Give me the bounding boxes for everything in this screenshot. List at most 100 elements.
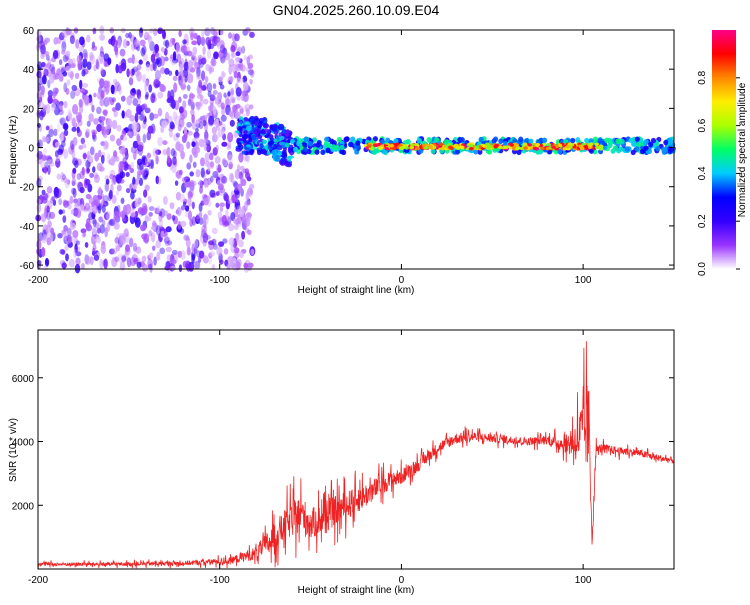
spectrogram-cell — [247, 69, 254, 76]
spectrogram-cell — [325, 147, 331, 153]
spectrogram-cell — [243, 104, 248, 113]
spectrogram-cell — [175, 42, 180, 53]
spectrogram-cell — [668, 139, 674, 145]
spectrogram-cell — [217, 92, 223, 102]
spectrogram-cell — [143, 233, 150, 244]
spectrogram-cell — [546, 142, 552, 147]
spectrogram-cell — [161, 120, 168, 129]
figure-title: GN04.2025.260.10.09.E04 — [273, 2, 440, 18]
spectrogram-cell — [91, 239, 97, 245]
spectrogram-cell — [643, 138, 649, 145]
spectrogram-cell — [203, 138, 209, 144]
spectrogram-cell — [179, 63, 184, 73]
spectrogram-cell — [51, 195, 55, 202]
spectrogram-cell — [79, 87, 86, 94]
spectrogram-cell — [214, 156, 221, 164]
spectrogram-cell — [135, 89, 141, 96]
spectrogram-cell — [126, 68, 130, 78]
spectrogram-cell — [109, 218, 116, 227]
spectrogram-cell — [178, 79, 183, 87]
spectrogram-cell — [235, 147, 242, 152]
spectrogram-cell — [169, 121, 175, 130]
spectrogram-cell — [122, 157, 127, 165]
spectrogram-cell — [100, 244, 107, 255]
spectrogram-cell — [243, 262, 249, 269]
spectrogram-cell — [203, 197, 209, 206]
spectrogram-cell — [209, 192, 214, 199]
spectrogram-cell — [196, 36, 203, 42]
spectrogram-cell — [227, 132, 234, 143]
spectrogram-cell — [138, 141, 144, 151]
spectrogram-cell — [128, 237, 134, 248]
spectrogram-cell — [238, 250, 244, 259]
spectrogram-cell — [204, 214, 209, 225]
spectrogram-cell — [204, 27, 211, 37]
spectrogram-cell — [122, 38, 128, 49]
spectrogram-cell — [84, 95, 90, 106]
spectrogram-cell — [155, 149, 162, 155]
spectrogram-cell — [355, 140, 361, 146]
spectrogram-cell — [191, 121, 197, 131]
spectrogram-cell — [69, 70, 74, 81]
spectrogram-cell — [473, 148, 479, 155]
x-tick-label: -100 — [210, 275, 230, 286]
spectrogram-cell — [202, 255, 209, 263]
spectrogram-cell — [154, 207, 160, 215]
spectrogram-cell — [63, 225, 68, 232]
spectrogram-cell — [264, 134, 269, 139]
spectrogram-cell — [227, 76, 233, 85]
spectrogram-cell — [154, 80, 161, 88]
spectrogram-cell — [52, 49, 59, 59]
spectrogram-cell — [206, 82, 213, 93]
spectrogram-cell — [636, 141, 642, 148]
spectrogram-cell — [72, 187, 77, 199]
spectrogram-cell — [59, 248, 66, 255]
spectrogram-cell — [619, 138, 625, 145]
spectrogram-cell — [186, 141, 191, 149]
spectrogram-cell — [320, 149, 326, 156]
spectrogram-cell — [111, 107, 117, 112]
spectrogram-cell — [136, 170, 143, 176]
spectrogram-cell — [68, 237, 72, 244]
spectrogram-cell — [69, 195, 74, 205]
spectrogram-cell — [195, 127, 199, 133]
spectrogram-cell — [261, 148, 266, 154]
spectrogram-cell — [74, 203, 80, 209]
spectrogram-cell — [162, 140, 168, 146]
spectrogram-cell — [172, 156, 177, 166]
spectrogram-cell — [281, 130, 286, 134]
spectrogram-cell — [230, 173, 234, 184]
spectrogram-cell — [114, 46, 119, 56]
spectrogram-cell — [131, 68, 135, 76]
spectrogram-cell — [89, 146, 95, 156]
spectrogram-cell — [415, 146, 421, 151]
spectrogram-cell — [219, 259, 224, 265]
spectrogram-cell — [233, 70, 238, 79]
spectrogram-cell — [150, 225, 156, 231]
spectrogram-cell — [156, 251, 161, 261]
spectrogram-cell — [190, 32, 194, 41]
y-tick-label: -60 — [20, 261, 35, 272]
spectrogram-cell — [214, 133, 221, 140]
y-tick-label: -40 — [20, 222, 35, 233]
spectrogram-cell — [194, 61, 201, 70]
spectrogram-cell — [246, 214, 252, 222]
spectrogram-cell — [179, 193, 186, 203]
spectrogram-cell — [238, 152, 244, 163]
spectrogram-cell — [389, 144, 395, 148]
spectrogram-cell — [217, 29, 224, 36]
spectrogram-cell — [36, 239, 42, 250]
spectrogram-cell — [58, 198, 63, 206]
spectrogram-cell — [212, 83, 217, 90]
spectrogram-cell — [142, 53, 148, 62]
spectrogram-cell — [131, 88, 136, 94]
spectrogram-cell — [77, 181, 84, 192]
colorbar-tick-label: 0.2 — [697, 214, 708, 228]
spectrogram-cell — [168, 41, 174, 48]
spectrogram-cell — [63, 200, 69, 208]
spectrogram-cell — [75, 38, 80, 49]
spectrogram-cell — [416, 138, 423, 144]
spectrogram-cell — [198, 138, 205, 148]
spectrogram-cell — [139, 39, 146, 47]
spectrogram-cell — [72, 167, 77, 174]
